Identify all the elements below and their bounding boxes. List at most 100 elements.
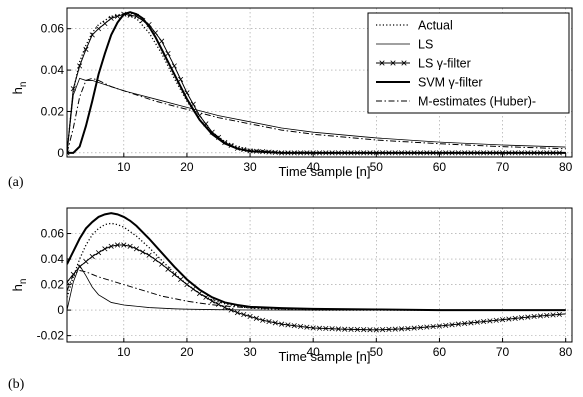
series-point-cross bbox=[285, 322, 291, 328]
x-tick-label: 50 bbox=[370, 160, 384, 174]
x-tick-label: 40 bbox=[307, 160, 321, 174]
series-line-dashdot bbox=[67, 77, 566, 153]
series-point-cross bbox=[70, 86, 76, 92]
series-point-cross bbox=[468, 320, 474, 326]
series-point-cross bbox=[316, 325, 323, 331]
x-tick-label: 80 bbox=[559, 345, 573, 359]
series-point-cross bbox=[335, 326, 342, 332]
series-point-cross bbox=[241, 311, 247, 318]
series-point-cross bbox=[152, 257, 158, 263]
x-tick-label: 80 bbox=[559, 160, 573, 174]
series-point-cross bbox=[525, 314, 531, 320]
chart-panel-a: 10 20 30 40 50 60 70 80 0 0.02 0.04 0.06 Time sample… bbox=[8, 7, 573, 190]
series-line-dashdot bbox=[67, 270, 566, 311]
x-axis-label: Time sample [n] bbox=[279, 349, 371, 364]
series-point-cross bbox=[67, 150, 70, 156]
series-point-cross bbox=[297, 323, 304, 330]
y-tick-label: 0.02 bbox=[41, 278, 65, 292]
series-line-thick bbox=[67, 11, 566, 154]
legend-entry-label: LS bbox=[418, 38, 433, 52]
series-point-cross bbox=[556, 311, 562, 318]
series-point-cross bbox=[108, 243, 114, 249]
series-point-cross bbox=[291, 323, 297, 329]
series-point-cross bbox=[405, 326, 411, 332]
series-point-cross bbox=[449, 322, 455, 328]
x-tick-label: 50 bbox=[370, 345, 384, 359]
series-point-cross bbox=[159, 38, 165, 44]
series-point-cross bbox=[354, 326, 360, 333]
series-point-cross bbox=[380, 327, 386, 333]
series-point-cross bbox=[272, 320, 278, 326]
x-tick-label: 20 bbox=[180, 345, 194, 359]
plot-frame bbox=[66, 7, 573, 158]
legend-marker-cross bbox=[390, 60, 396, 66]
y-axis-label-main: h bbox=[10, 87, 25, 94]
panel-label: (a) bbox=[8, 175, 24, 190]
series-point-cross bbox=[436, 323, 443, 329]
series-point-cross bbox=[487, 318, 493, 324]
series-point-cross bbox=[499, 317, 506, 323]
series-point-cross bbox=[83, 259, 89, 265]
series-line-cross bbox=[67, 244, 566, 331]
series-point-cross bbox=[537, 313, 544, 319]
y-tick-label: -0.02 bbox=[37, 329, 65, 343]
series-point-cross bbox=[462, 320, 468, 327]
plot-frame bbox=[66, 207, 573, 343]
legend-entry-label: LS γ-filter bbox=[418, 57, 471, 71]
series-point-cross bbox=[443, 322, 449, 328]
series-point-cross bbox=[304, 324, 310, 330]
series-point-cross bbox=[95, 26, 102, 32]
series-point-cross bbox=[171, 63, 177, 69]
series-point-cross bbox=[102, 20, 108, 27]
series-point-cross bbox=[367, 327, 373, 333]
x-tick-label: 60 bbox=[433, 345, 447, 359]
series-point-cross bbox=[127, 12, 133, 18]
legend: Actual LS LS γ-filter SVM γ-filter M-estimat… bbox=[367, 12, 570, 114]
series-point-cross bbox=[89, 32, 95, 38]
y-tick-label: 0 bbox=[57, 303, 64, 317]
series-point-cross bbox=[178, 76, 184, 82]
x-axis-label: Time sample [n] bbox=[279, 164, 371, 179]
series-point-cross bbox=[417, 324, 424, 331]
series-line-thin bbox=[67, 264, 566, 311]
series-point-cross bbox=[518, 315, 525, 321]
series-point-cross bbox=[159, 261, 165, 267]
series-point-cross bbox=[348, 326, 354, 332]
series-point-cross bbox=[196, 290, 203, 297]
y-tick-label: 0.02 bbox=[41, 104, 65, 118]
series-point-cross bbox=[171, 271, 177, 277]
series-point-cross bbox=[127, 243, 133, 249]
series-point-cross bbox=[506, 316, 512, 322]
series-point-cross bbox=[95, 250, 102, 256]
series-point-cross bbox=[146, 252, 152, 258]
panel-label: (b) bbox=[8, 377, 25, 392]
series-point-cross bbox=[430, 323, 436, 330]
series-point-cross bbox=[310, 325, 316, 331]
y-tick-label: 0.06 bbox=[41, 22, 65, 36]
series-point-cross bbox=[228, 307, 234, 313]
series-point-cross bbox=[89, 253, 95, 260]
y-tick-label: 0 bbox=[57, 146, 64, 160]
x-tick-label: 70 bbox=[496, 160, 510, 174]
series-point-cross bbox=[323, 325, 329, 332]
series-point-cross bbox=[455, 321, 461, 327]
y-axis-label-subscript: n bbox=[18, 82, 29, 88]
series-point-cross bbox=[121, 242, 127, 248]
x-tick-label: 30 bbox=[243, 345, 257, 359]
series-point-cross bbox=[493, 317, 499, 323]
series-point-cross bbox=[209, 298, 215, 304]
y-tick-label: 0.06 bbox=[41, 227, 65, 241]
y-tick-label: 0.04 bbox=[41, 63, 65, 77]
series-point-cross bbox=[411, 325, 417, 331]
series-point-cross bbox=[178, 276, 184, 283]
x-tick-label: 20 bbox=[180, 160, 194, 174]
y-axis-label: hn bbox=[10, 82, 29, 95]
series-point-cross bbox=[165, 50, 171, 57]
x-tick-label: 70 bbox=[496, 345, 510, 359]
series-point-cross bbox=[234, 310, 241, 316]
x-tick-label: 40 bbox=[307, 345, 321, 359]
series-point-cross bbox=[474, 319, 480, 325]
legend-entry-label: SVM γ-filter bbox=[418, 76, 483, 90]
series-point-cross bbox=[114, 13, 121, 19]
